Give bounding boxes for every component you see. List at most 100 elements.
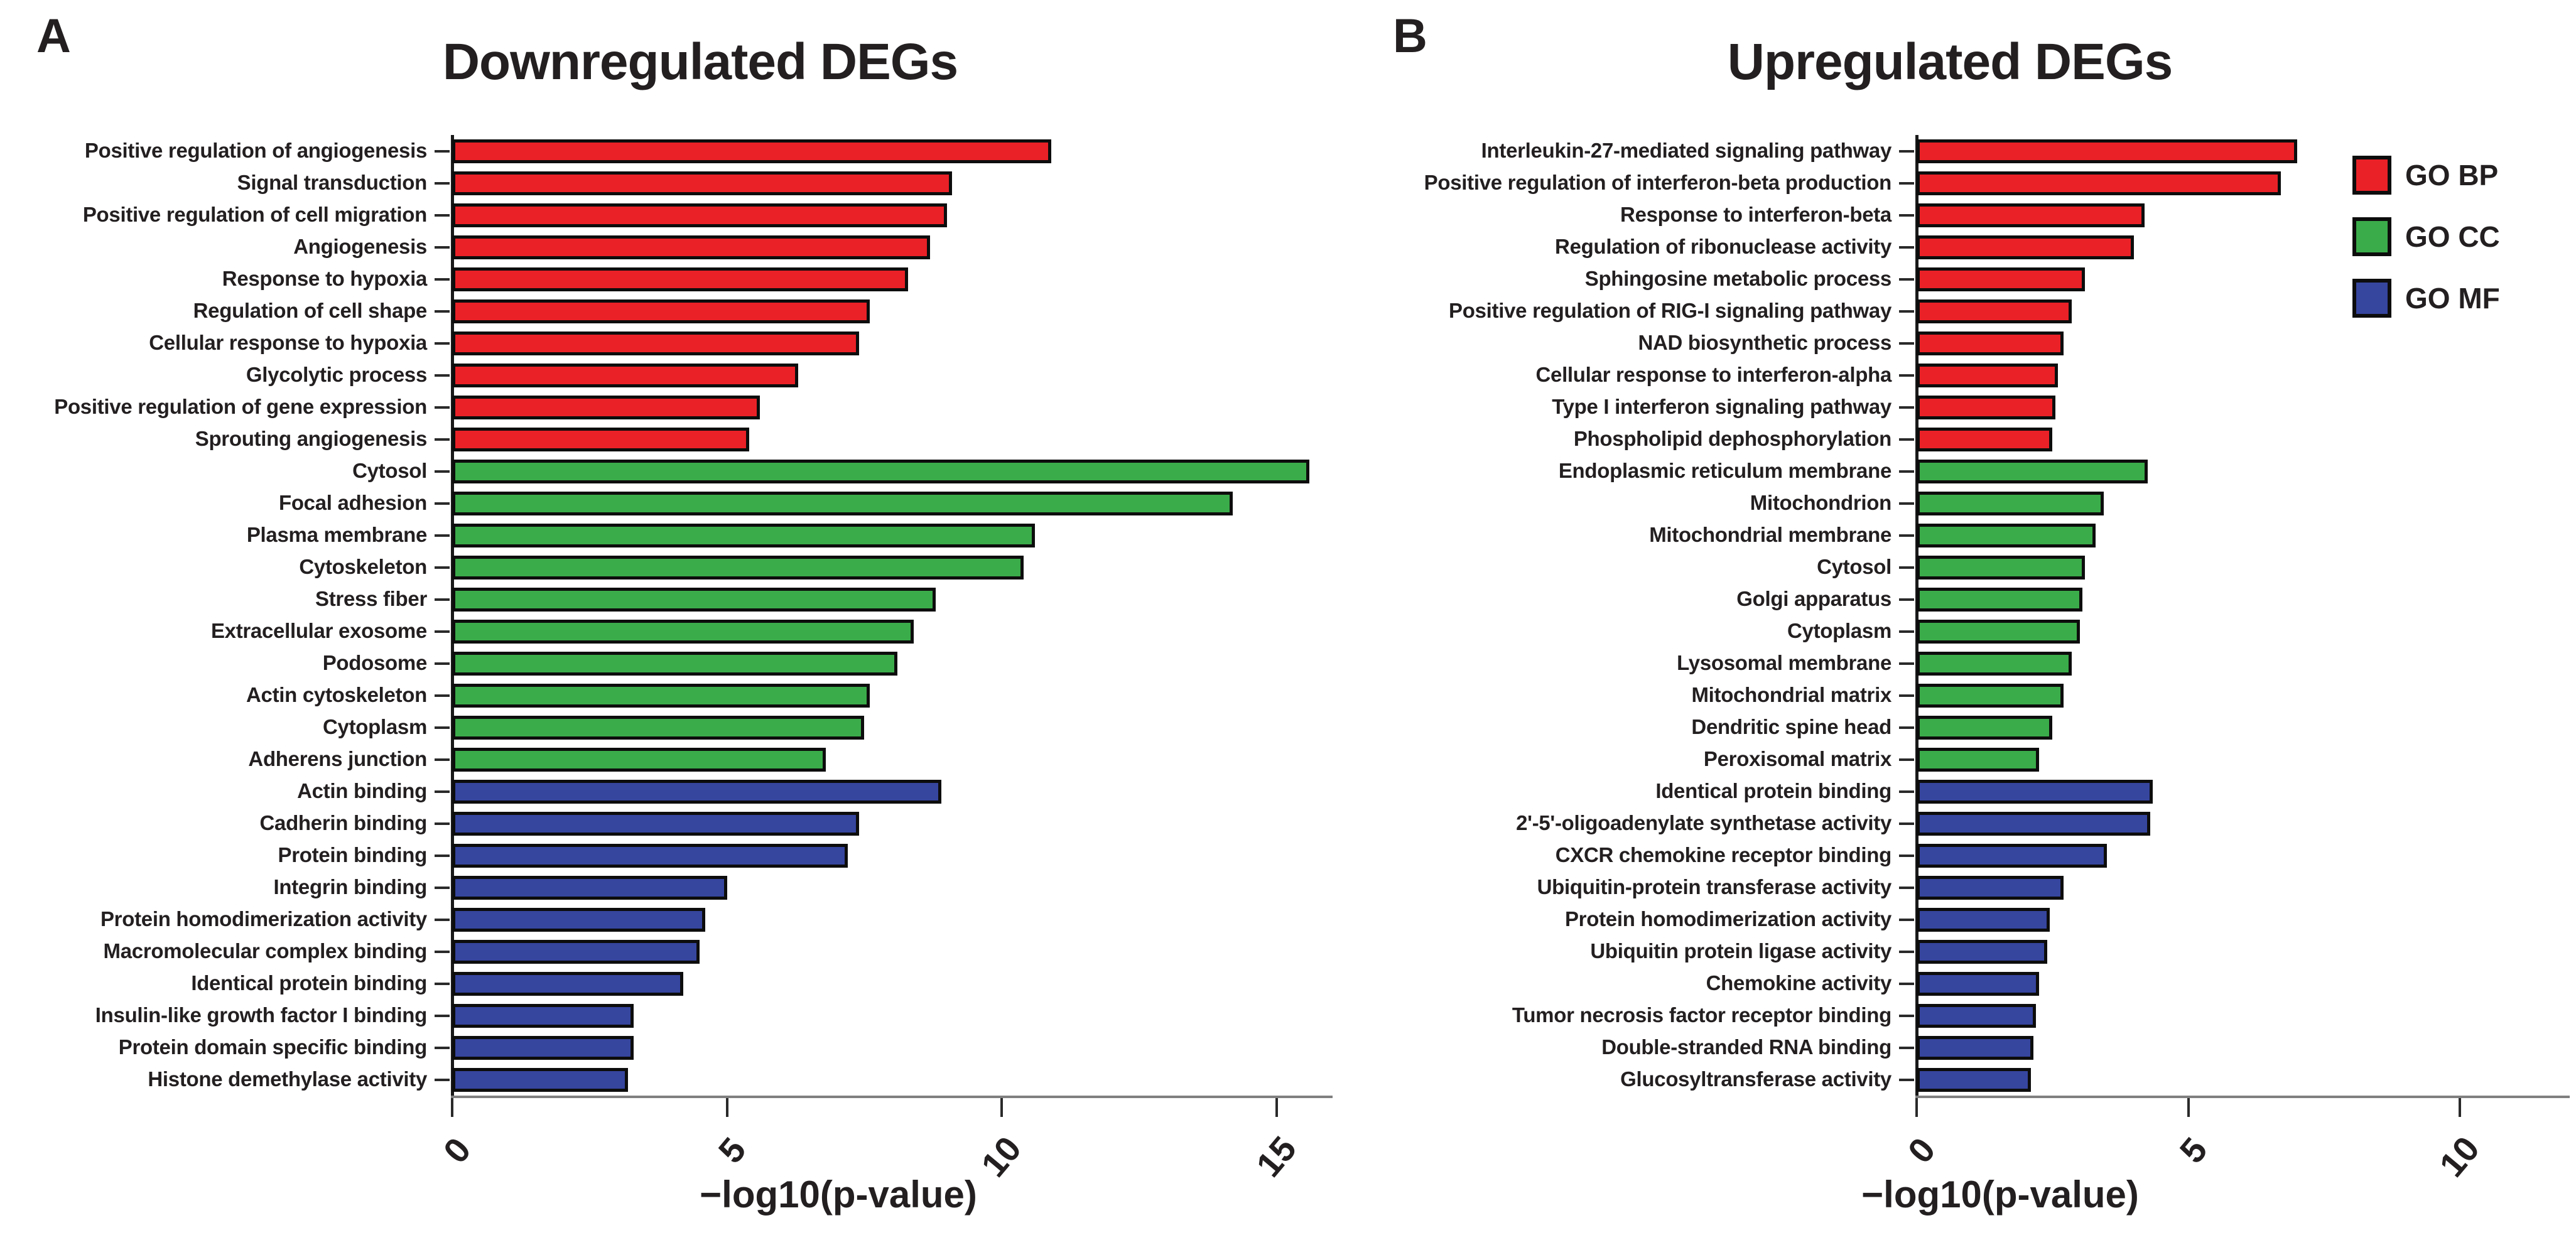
y-tick xyxy=(1899,406,1914,409)
bar-go-cc xyxy=(452,619,914,644)
x-tick-label: 10 xyxy=(973,1129,1029,1185)
bar-go-cc xyxy=(1917,747,2039,772)
x-tick-label: 10 xyxy=(2431,1129,2487,1185)
y-tick xyxy=(435,502,450,505)
bar-go-bp xyxy=(452,299,870,323)
x-tick xyxy=(451,1098,453,1117)
y-tick xyxy=(1899,854,1914,857)
y-label: Integrin binding xyxy=(273,875,428,898)
y-label: Regulation of ribonuclease activity xyxy=(1555,234,1891,258)
y-tick xyxy=(1899,213,1914,217)
y-label: Actin binding xyxy=(297,779,427,802)
y-label: Angiogenesis xyxy=(293,234,427,258)
y-tick xyxy=(435,310,450,313)
bar-go-mf xyxy=(1917,971,2039,996)
bar-go-bp xyxy=(452,139,1051,163)
bar-go-mf xyxy=(452,1067,628,1092)
y-tick xyxy=(1899,149,1914,153)
y-label: Identical protein binding xyxy=(1655,779,1891,802)
x-axis-line xyxy=(1915,1096,2570,1098)
x-tick-label: 15 xyxy=(1248,1129,1304,1185)
y-label: Positive regulation of cell migration xyxy=(82,202,427,226)
y-label: Histone demethylase activity xyxy=(148,1067,427,1091)
y-tick xyxy=(435,406,450,409)
y-label: Adherens junction xyxy=(248,747,427,770)
bar-go-bp xyxy=(1917,427,2053,451)
y-label: Mitochondrial membrane xyxy=(1649,522,1891,546)
y-label: Stress fiber xyxy=(315,586,427,610)
y-label: Identical protein binding xyxy=(191,971,427,995)
y-tick xyxy=(1899,822,1914,825)
y-label: Extracellular exosome xyxy=(210,618,427,642)
y-label: Phospholipid dephosphorylation xyxy=(1573,426,1891,450)
y-tick xyxy=(1899,1014,1914,1017)
y-label: Regulation of cell shape xyxy=(193,298,428,322)
bar-go-mf xyxy=(1917,811,2150,836)
y-tick xyxy=(435,470,450,473)
y-label: Response to interferon-beta xyxy=(1620,202,1891,226)
bar-go-cc xyxy=(1917,715,2053,740)
y-tick xyxy=(435,245,450,249)
y-label: Positive regulation of RIG-I signaling p… xyxy=(1449,298,1891,322)
bar-go-cc xyxy=(452,683,870,708)
bar-go-mf xyxy=(452,811,859,836)
y-tick xyxy=(1899,278,1914,281)
y-tick xyxy=(435,630,450,633)
x-tick-label: 0 xyxy=(435,1129,479,1171)
y-tick xyxy=(435,694,450,697)
y-tick xyxy=(435,918,450,921)
y-label: Cadherin binding xyxy=(259,811,427,834)
bar-go-bp xyxy=(1917,363,2058,387)
bar-go-cc xyxy=(1917,555,2086,580)
bar-go-mf xyxy=(452,1035,634,1060)
x-tick xyxy=(1000,1098,1003,1117)
bar-go-bp xyxy=(452,363,799,387)
y-tick xyxy=(435,1046,450,1049)
bar-go-cc xyxy=(452,747,826,772)
bar-go-mf xyxy=(1917,1067,2031,1092)
legend-label-go-bp: GO BP xyxy=(2405,159,2499,191)
bar-go-mf xyxy=(452,939,700,964)
y-label: Cytosol xyxy=(352,458,427,482)
y-label: Type I interferon signaling pathway xyxy=(1552,394,1891,418)
y-label: Insulin-like growth factor I binding xyxy=(95,1003,428,1027)
bar-go-bp xyxy=(1917,395,2055,419)
y-label: Macromolecular complex binding xyxy=(103,939,428,962)
y-tick xyxy=(1899,630,1914,633)
x-tick xyxy=(1275,1098,1278,1117)
y-label: Mitochondrial matrix xyxy=(1691,682,1891,706)
bar-go-mf xyxy=(452,1003,634,1028)
y-tick xyxy=(435,950,450,953)
y-tick xyxy=(435,374,450,377)
y-tick xyxy=(435,854,450,857)
y-label: Golgi apparatus xyxy=(1736,586,1891,610)
bar-go-bp xyxy=(1917,299,2072,323)
y-label: Response to hypoxia xyxy=(222,266,428,290)
y-tick xyxy=(1899,245,1914,249)
x-tick-label: 5 xyxy=(2171,1129,2215,1171)
y-tick xyxy=(435,790,450,793)
panel-a-letter: A xyxy=(36,9,71,63)
y-tick xyxy=(1899,374,1914,377)
y-tick xyxy=(435,1014,450,1017)
x-tick xyxy=(1915,1098,1918,1117)
y-label: Cytoplasm xyxy=(322,714,427,738)
bar-go-bp xyxy=(1917,203,2145,227)
panel-b-letter: B xyxy=(1393,9,1427,63)
y-tick xyxy=(1899,886,1914,889)
panel-b-title: Upregulated DEGs xyxy=(1727,33,2173,90)
y-tick xyxy=(1899,438,1914,441)
bar-go-mf xyxy=(452,843,848,868)
y-tick xyxy=(1899,918,1914,921)
y-tick xyxy=(1899,342,1914,345)
bar-go-cc xyxy=(1917,619,2080,644)
bar-go-bp xyxy=(452,267,909,291)
go-cc-swatch-icon xyxy=(2352,217,2391,256)
x-axis-line xyxy=(451,1096,1333,1098)
bar-go-bp xyxy=(452,235,931,259)
bar-go-cc xyxy=(452,459,1309,483)
bar-go-cc xyxy=(1917,491,2104,515)
bar-go-cc xyxy=(452,523,1035,547)
bar-go-mf xyxy=(1917,843,2107,868)
